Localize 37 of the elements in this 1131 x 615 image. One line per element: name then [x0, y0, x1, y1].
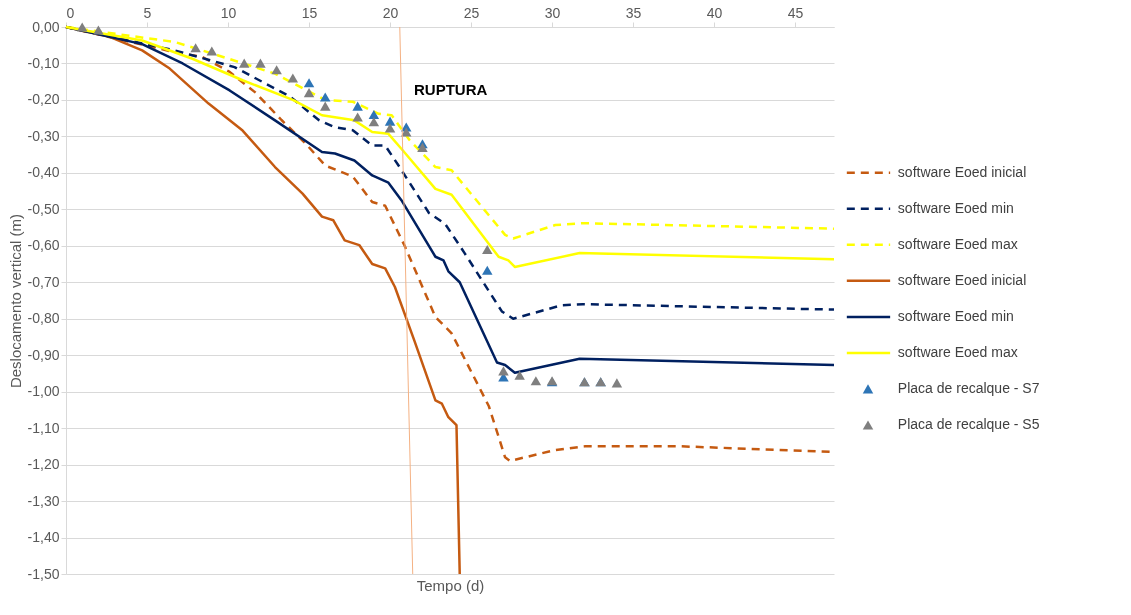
x-tick-label: 35	[625, 4, 642, 21]
legend-label: software Eoed inicial	[897, 271, 1027, 288]
annotation: RUPTURA	[414, 81, 488, 98]
y-tick-label: -0,80	[27, 310, 60, 327]
x-tick-label: 10	[220, 4, 237, 21]
y-tick-label: -1,30	[27, 492, 60, 509]
legend-label: software Eoed inicial	[897, 163, 1027, 180]
x-tick-label: 15	[301, 4, 318, 21]
y-axis-title: Deslocamento vertical (m)	[6, 213, 24, 389]
x-tick-label: 25	[463, 4, 480, 21]
y-tick-label: -1,10	[27, 419, 60, 436]
legend-label: software Eoed min	[897, 307, 1014, 324]
x-tick-label: 45	[787, 4, 804, 21]
legend-label: software Eoed max	[897, 235, 1018, 252]
x-tick-label: 5	[143, 4, 152, 21]
y-tick-label: -0,70	[27, 273, 60, 290]
y-tick-label: -0,90	[27, 346, 60, 363]
y-tick-label: -0,10	[27, 54, 60, 71]
y-tick-label: 0,00	[32, 18, 60, 35]
y-tick-label: -0,40	[27, 164, 60, 181]
x-tick-label: 40	[706, 4, 723, 21]
y-tick-label: -1,50	[27, 565, 60, 582]
y-tick-label: -0,30	[27, 127, 60, 144]
y-tick-label: -0,60	[27, 237, 60, 254]
legend-label: software Eoed max	[897, 343, 1018, 360]
y-tick-label: -1,40	[27, 529, 60, 546]
x-tick-label: 20	[382, 4, 399, 21]
legend-label: software Eoed min	[897, 199, 1014, 216]
y-tick-label: -1,20	[27, 456, 60, 473]
y-tick-label: -0,20	[27, 91, 60, 108]
x-tick-label: 30	[544, 4, 561, 21]
legend-label: Placa de recalque - S5	[897, 415, 1040, 432]
y-tick-label: -0,50	[27, 200, 60, 217]
x-tick-label: 0	[66, 4, 75, 21]
y-tick-label: -1,00	[27, 383, 60, 400]
x-axis-title: Tempo (d)	[416, 576, 485, 594]
legend-label: Placa de recalque - S7	[897, 379, 1040, 396]
